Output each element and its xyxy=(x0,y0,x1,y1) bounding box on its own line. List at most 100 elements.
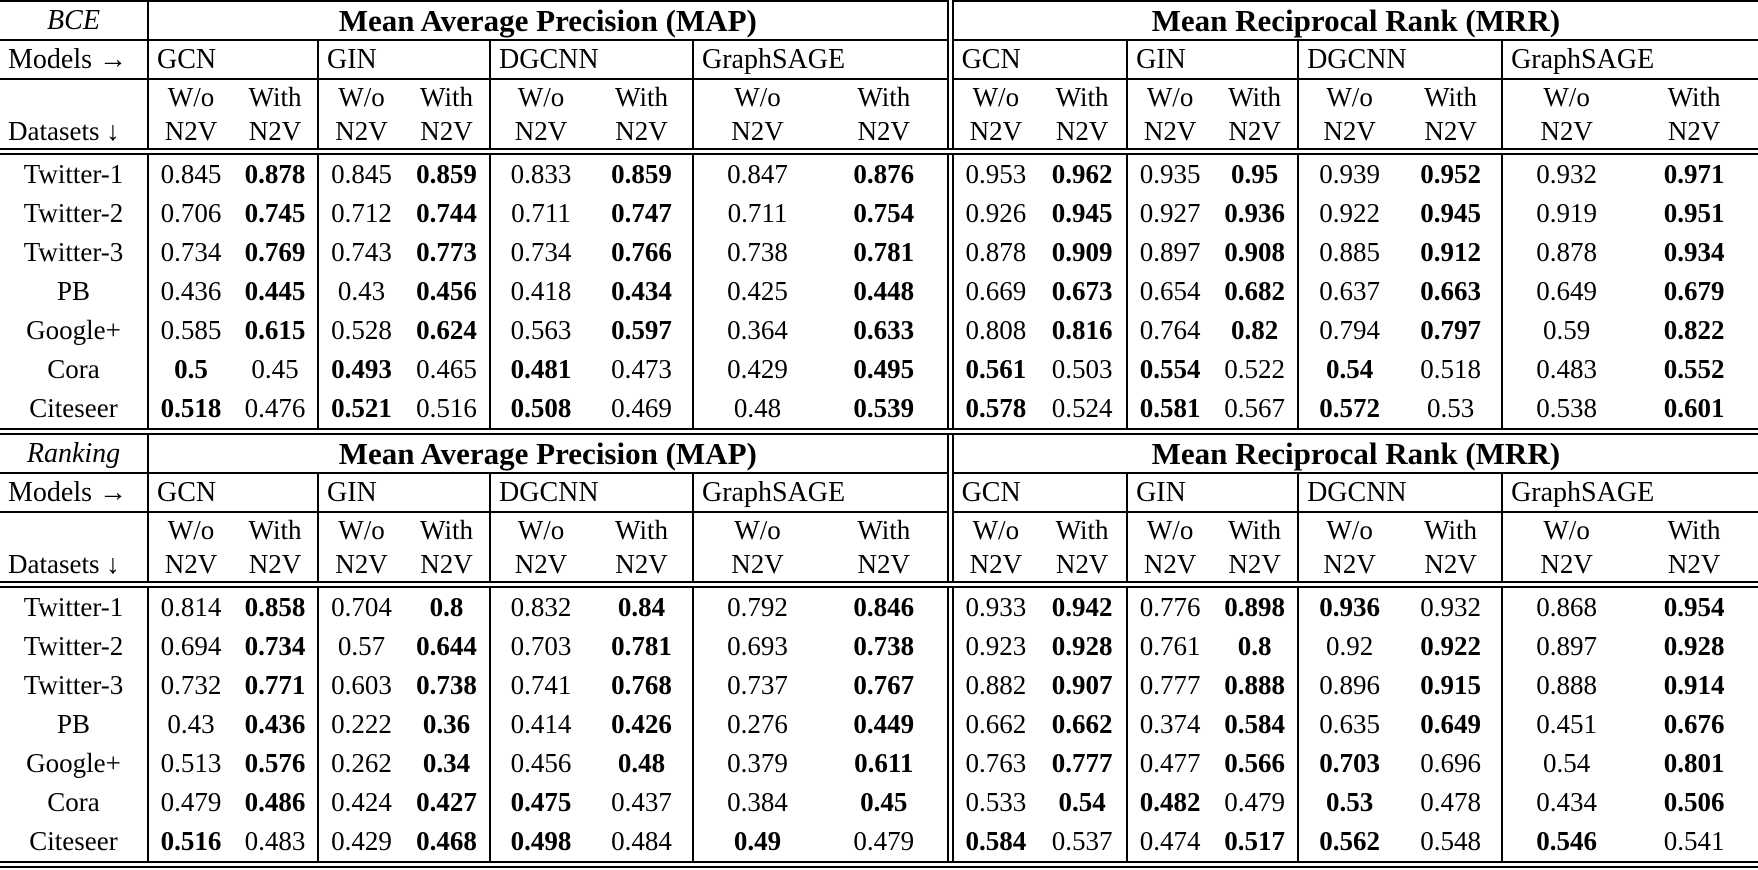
value-cell: 0.479 xyxy=(1224,787,1285,817)
dataset-row-label: Cora xyxy=(47,787,100,817)
value-cell: 0.473 xyxy=(611,354,672,384)
table-row: Cora 0.479 0.486 0.424 0.427 0.475 0.437 0.384 0… xyxy=(0,783,1758,822)
n2v-mode-label: With xyxy=(857,515,911,545)
wo-n2v-header: W/o N2V xyxy=(317,79,404,155)
loss-type-label: BCE xyxy=(0,0,148,41)
value-cell: 0.506 xyxy=(1663,787,1725,817)
table-row: PB 0.43 0.436 0.222 0.36 0.414 0.426 0.276 0.449… xyxy=(0,705,1758,744)
n2v-label: N2V xyxy=(731,116,784,146)
n2v-label: N2V xyxy=(1228,549,1281,579)
table-row: Twitter-1 0.814 0.858 0.704 0.8 0.832 0.84 0.79… xyxy=(0,584,1758,627)
n2v-mode-label: W/o xyxy=(972,82,1020,112)
value-cell: 0.449 xyxy=(853,709,915,739)
value-cell: 0.654 xyxy=(1126,272,1213,311)
value-cell: 0.521 xyxy=(317,389,404,435)
value-cell: 0.767 xyxy=(853,670,915,700)
value-cell: 0.933 xyxy=(946,584,1039,627)
model-header-gcn: GCN xyxy=(147,473,318,513)
dataset-row-label: Twitter-1 xyxy=(23,159,124,189)
wo-n2v-header: W/o N2V xyxy=(1501,79,1631,155)
value-cell: 0.451 xyxy=(1501,705,1631,744)
n2v-mode-label: W/o xyxy=(1146,82,1194,112)
wo-n2v-header: W/o N2V xyxy=(147,79,233,155)
value-cell: 0.434 xyxy=(1501,783,1631,822)
value-cell: 0.888 xyxy=(1501,666,1631,705)
n2v-mode-label: W/o xyxy=(734,515,781,545)
value-cell: 0.747 xyxy=(611,198,672,228)
table-row: Cora 0.5 0.45 0.493 0.465 0.481 0.473 0.429 0.49… xyxy=(0,350,1758,389)
value-cell: 0.384 xyxy=(692,783,821,822)
value-cell: 0.734 xyxy=(489,233,591,272)
value-cell: 0.914 xyxy=(1663,670,1725,700)
wo-n2v-header: W/o N2V xyxy=(692,79,821,155)
n2v-mode-label: With xyxy=(857,82,911,112)
value-cell: 0.847 xyxy=(692,151,821,194)
value-cell: 0.84 xyxy=(617,592,666,622)
with-n2v-header: With N2V xyxy=(233,512,318,588)
wo-n2v-header: W/o N2V xyxy=(489,79,591,155)
n2v-label: N2V xyxy=(1143,116,1197,146)
value-cell: 0.561 xyxy=(946,350,1039,389)
value-cell: 0.572 xyxy=(1297,389,1401,435)
value-cell: 0.45 xyxy=(860,787,908,817)
value-cell: 0.624 xyxy=(416,315,477,345)
n2v-label: N2V xyxy=(1667,116,1721,146)
value-cell: 0.662 xyxy=(1051,709,1113,739)
value-cell: 0.493 xyxy=(317,350,404,389)
value-cell: 0.922 xyxy=(1420,631,1481,661)
value-cell: 0.738 xyxy=(853,631,915,661)
value-cell: 0.745 xyxy=(244,198,306,228)
value-cell: 0.649 xyxy=(1501,272,1631,311)
value-cell: 0.932 xyxy=(1501,151,1631,194)
value-cell: 0.897 xyxy=(1501,627,1631,666)
value-cell: 0.801 xyxy=(1663,748,1725,778)
value-cell: 0.644 xyxy=(416,631,477,661)
value-cell: 0.662 xyxy=(946,705,1039,744)
value-cell: 0.54 xyxy=(1058,787,1106,817)
value-cell: 0.476 xyxy=(233,389,318,435)
value-cell: 0.601 xyxy=(1630,389,1758,435)
n2v-mode-label: W/o xyxy=(338,515,385,545)
value-cell: 0.663 xyxy=(1420,276,1481,306)
n2v-label: N2V xyxy=(1424,549,1477,579)
value-cell: 0.475 xyxy=(489,783,591,822)
value-cell: 0.858 xyxy=(244,592,306,622)
n2v-label: N2V xyxy=(969,549,1023,579)
value-cell: 0.611 xyxy=(854,748,914,778)
table-row: PB 0.436 0.445 0.43 0.456 0.418 0.434 0.425 0.44… xyxy=(0,272,1758,311)
value-cell: 0.424 xyxy=(317,783,404,822)
n2v-mode-label: With xyxy=(1055,82,1109,112)
value-cell: 0.48 xyxy=(692,389,821,435)
value-cell: 0.962 xyxy=(1051,159,1113,189)
n2v-label: N2V xyxy=(1323,116,1376,146)
table-row: Citeseer 0.518 0.476 0.521 0.516 0.508 0.469 0.… xyxy=(0,389,1758,435)
value-cell: 0.222 xyxy=(317,705,404,744)
value-cell: 0.832 xyxy=(489,584,591,627)
value-cell: 0.434 xyxy=(611,276,672,306)
value-cell: 0.484 xyxy=(591,822,693,868)
n2v-mode-label: W/o xyxy=(517,515,565,545)
value-cell: 0.885 xyxy=(1297,233,1401,272)
value-cell: 0.768 xyxy=(611,670,672,700)
value-cell: 0.567 xyxy=(1212,389,1299,435)
n2v-mode-label: W/o xyxy=(1543,515,1590,545)
value-cell: 0.426 xyxy=(611,709,672,739)
n2v-mode-label: With xyxy=(1228,82,1282,112)
dataset-row-label: Twitter-2 xyxy=(23,198,124,228)
model-header-gcn: GCN xyxy=(946,473,1128,513)
metric-header-mrr: Mean Reciprocal Rank (MRR) xyxy=(946,0,1758,41)
value-cell: 0.517 xyxy=(1212,822,1299,868)
n2v-label: N2V xyxy=(857,549,911,579)
n2v-mode-label: W/o xyxy=(1326,515,1373,545)
wo-n2v-header: W/o N2V xyxy=(946,79,1039,155)
value-cell: 0.418 xyxy=(489,272,591,311)
value-cell: 0.845 xyxy=(147,151,233,194)
value-cell: 0.483 xyxy=(1501,350,1631,389)
n2v-mode-label: W/o xyxy=(1146,515,1194,545)
n2v-label: N2V xyxy=(248,116,302,146)
value-cell: 0.468 xyxy=(404,822,490,868)
value-cell: 0.738 xyxy=(416,670,477,700)
value-cell: 0.923 xyxy=(946,627,1039,666)
value-cell: 0.364 xyxy=(692,311,821,350)
models-corner-label: Models → xyxy=(0,40,148,80)
